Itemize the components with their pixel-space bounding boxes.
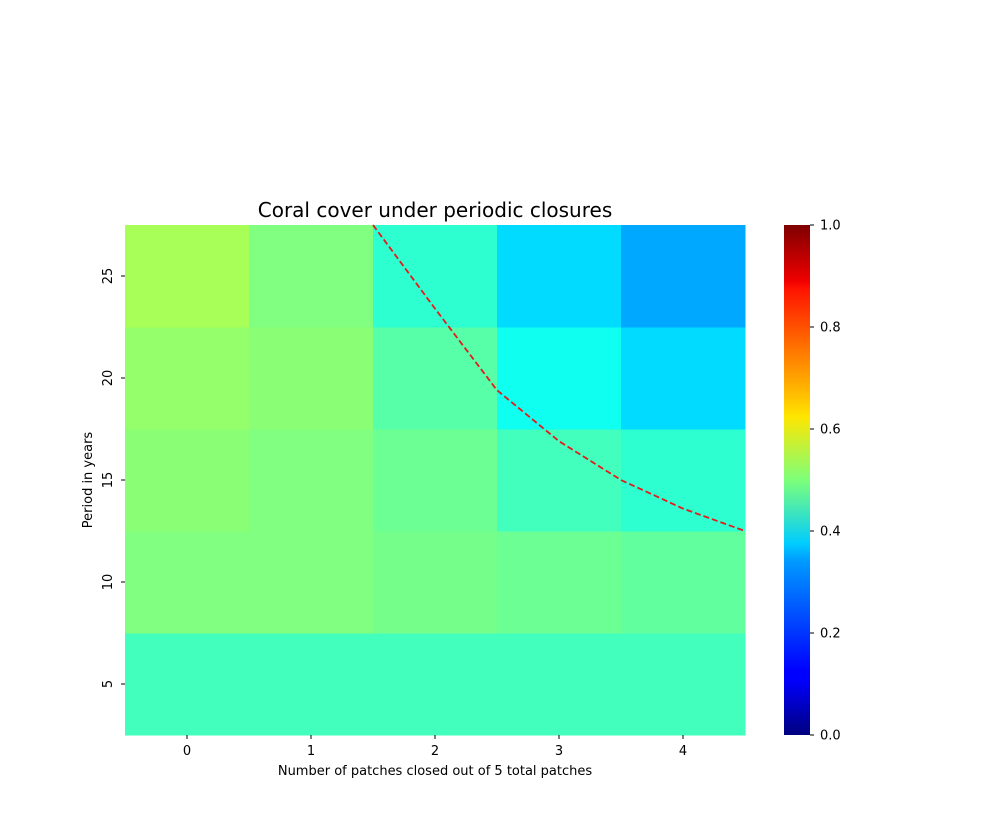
x-axis-ticks: 0 1 2 3 4: [183, 735, 687, 759]
colorbar: [784, 225, 810, 735]
y-tick-label: 20: [101, 370, 116, 387]
heatmap-cell: [125, 225, 250, 328]
heatmap-cell: [621, 633, 746, 736]
y-tick-label: 25: [101, 268, 116, 285]
heatmap-cell: [621, 327, 746, 430]
x-tick-label: 3: [555, 744, 563, 759]
colorbar-tick-label: 0.4: [820, 525, 841, 540]
colorbar-ticks: 0.0 0.2 0.4 0.6 0.8 1.0: [810, 219, 841, 744]
x-axis-label: Number of patches closed out of 5 total …: [278, 764, 593, 779]
x-tick-label: 4: [679, 744, 687, 759]
heatmap-cell: [249, 633, 374, 736]
y-tick-label: 10: [101, 574, 116, 591]
y-axis-label: Period in years: [81, 432, 96, 529]
heatmap-cell: [125, 429, 250, 532]
chart-title: Coral cover under periodic closures: [258, 198, 613, 222]
heatmap-cell: [497, 531, 622, 634]
heatmap-cell: [373, 633, 498, 736]
heatmap-cell: [249, 327, 374, 430]
heatmap-cell: [373, 225, 498, 328]
colorbar-tick-label: 1.0: [820, 219, 841, 234]
heatmap-cell: [125, 633, 250, 736]
x-tick-label: 1: [307, 744, 315, 759]
heatmap-cells: [125, 225, 746, 736]
heatmap-cell: [497, 429, 622, 532]
heatmap-cell: [621, 429, 746, 532]
x-tick-label: 0: [183, 744, 191, 759]
colorbar-tick-label: 0.6: [820, 423, 841, 438]
y-axis-ticks: 5 10 15 20 25: [101, 268, 125, 688]
heatmap-cell: [125, 327, 250, 430]
heatmap-cell: [621, 531, 746, 634]
x-tick-label: 2: [431, 744, 439, 759]
heatmap-cell: [249, 429, 374, 532]
heatmap-cell: [373, 429, 498, 532]
colorbar-tick-label: 0.8: [820, 321, 841, 336]
heatmap-cell: [125, 531, 250, 634]
y-tick-label: 5: [101, 680, 116, 688]
y-tick-label: 15: [101, 472, 116, 489]
heatmap-cell: [621, 225, 746, 328]
heatmap-cell: [249, 225, 374, 328]
heatmap-cell: [497, 633, 622, 736]
heatmap-cell: [249, 531, 374, 634]
threshold-curve: [372, 224, 746, 532]
colorbar-tick-label: 0.2: [820, 627, 841, 642]
heatmap-cell: [373, 327, 498, 430]
heatmap-cell: [373, 531, 498, 634]
heatmap-cell: [497, 327, 622, 430]
colorbar-tick-label: 0.0: [820, 729, 841, 744]
heatmap-cell: [497, 225, 622, 328]
